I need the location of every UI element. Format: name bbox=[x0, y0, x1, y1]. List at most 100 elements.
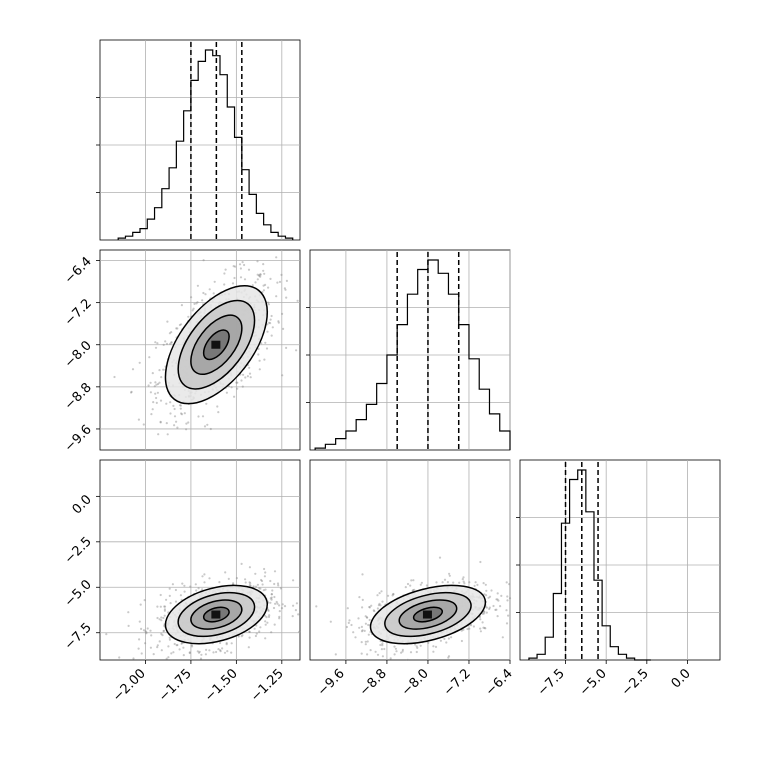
sample-point bbox=[223, 651, 227, 654]
sample-point bbox=[394, 647, 397, 650]
sample-point bbox=[165, 657, 168, 660]
sample-point bbox=[400, 651, 403, 654]
sample-point bbox=[267, 609, 270, 613]
sample-point bbox=[248, 584, 251, 587]
sample-point bbox=[183, 412, 186, 415]
sample-point bbox=[295, 602, 298, 605]
sample-point bbox=[401, 648, 404, 652]
sample-point bbox=[203, 581, 206, 584]
sample-point bbox=[179, 404, 182, 407]
sample-point bbox=[162, 343, 165, 346]
density-peak bbox=[422, 610, 432, 619]
sample-point bbox=[167, 645, 170, 648]
sample-point bbox=[160, 619, 163, 622]
sample-point bbox=[496, 615, 499, 618]
density-peak bbox=[211, 340, 221, 349]
sample-point bbox=[178, 648, 181, 651]
sample-point bbox=[196, 301, 199, 304]
sample-point bbox=[255, 632, 258, 635]
sample-point bbox=[278, 610, 281, 613]
sample-point bbox=[434, 645, 438, 649]
contour-line bbox=[384, 591, 472, 638]
sample-point bbox=[364, 640, 367, 643]
sample-point bbox=[248, 366, 251, 369]
sample-point bbox=[258, 368, 261, 371]
sample-point bbox=[360, 641, 363, 644]
sample-point bbox=[157, 382, 160, 386]
sample-point bbox=[169, 401, 172, 404]
sample-point bbox=[361, 629, 364, 632]
sample-point bbox=[137, 418, 140, 421]
sample-point bbox=[179, 594, 182, 597]
sample-point bbox=[412, 589, 415, 592]
sample-point bbox=[127, 624, 130, 628]
sample-point bbox=[226, 650, 229, 653]
sample-point bbox=[269, 277, 272, 280]
sample-point bbox=[254, 572, 257, 575]
sample-point bbox=[215, 650, 218, 654]
sample-point bbox=[391, 594, 394, 597]
x-tick-label: −8.8 bbox=[357, 666, 390, 699]
contour-line bbox=[398, 599, 458, 630]
sample-point bbox=[163, 608, 166, 611]
sample-point bbox=[170, 341, 173, 344]
sample-point bbox=[419, 644, 422, 647]
sample-point bbox=[354, 636, 357, 639]
sample-point bbox=[258, 274, 261, 277]
sample-point bbox=[505, 622, 509, 625]
sample-point bbox=[253, 627, 256, 630]
sample-point bbox=[170, 331, 173, 334]
sample-point bbox=[193, 302, 196, 305]
sample-point bbox=[131, 368, 135, 371]
sample-point bbox=[241, 634, 244, 637]
sample-point bbox=[393, 645, 396, 648]
sample-point bbox=[381, 655, 384, 658]
sample-point bbox=[262, 284, 265, 287]
sample-point bbox=[406, 582, 410, 586]
y-tick-label: −5.0 bbox=[62, 577, 95, 610]
sample-point bbox=[188, 651, 191, 655]
2d-panel-param-2-vs-param-3 bbox=[309, 459, 512, 664]
contour-line bbox=[190, 599, 243, 630]
sample-point bbox=[508, 597, 512, 600]
sample-point bbox=[118, 656, 121, 659]
sample-point bbox=[367, 623, 370, 627]
y-tick-labels-row-2: −6.4 −7.2 −8.0 −8.8 −9.6 bbox=[62, 254, 95, 455]
sample-point bbox=[315, 605, 318, 608]
sample-point bbox=[275, 295, 278, 298]
sample-point bbox=[267, 615, 271, 619]
sample-point bbox=[163, 605, 167, 608]
histogram-panel-param-1 bbox=[96, 39, 301, 241]
sample-point bbox=[195, 302, 198, 305]
sample-point bbox=[130, 390, 133, 393]
sample-point bbox=[360, 630, 364, 633]
sample-point bbox=[188, 651, 191, 654]
sample-point bbox=[176, 643, 179, 647]
sample-point bbox=[481, 612, 484, 616]
sample-point bbox=[219, 649, 222, 652]
sample-point bbox=[383, 647, 386, 651]
sample-point bbox=[236, 381, 239, 384]
sample-point bbox=[256, 278, 259, 281]
sample-point bbox=[276, 602, 279, 605]
sample-point bbox=[473, 584, 476, 588]
sample-point bbox=[268, 614, 271, 617]
sample-point bbox=[212, 651, 215, 654]
sample-point bbox=[160, 616, 163, 619]
sample-point bbox=[162, 368, 165, 371]
sample-point bbox=[198, 650, 201, 653]
sample-point bbox=[363, 629, 366, 633]
sample-point bbox=[172, 404, 175, 407]
sample-point bbox=[185, 422, 188, 425]
histogram-param-2 bbox=[314, 259, 511, 450]
sample-point bbox=[370, 604, 373, 607]
sample-point bbox=[196, 284, 199, 287]
sample-point bbox=[238, 263, 242, 266]
sample-point bbox=[506, 599, 509, 602]
sample-point bbox=[263, 358, 266, 361]
sample-point bbox=[267, 608, 270, 612]
y-tick-label: −2.5 bbox=[62, 534, 95, 567]
sample-point bbox=[490, 589, 493, 592]
sample-point bbox=[175, 327, 178, 330]
